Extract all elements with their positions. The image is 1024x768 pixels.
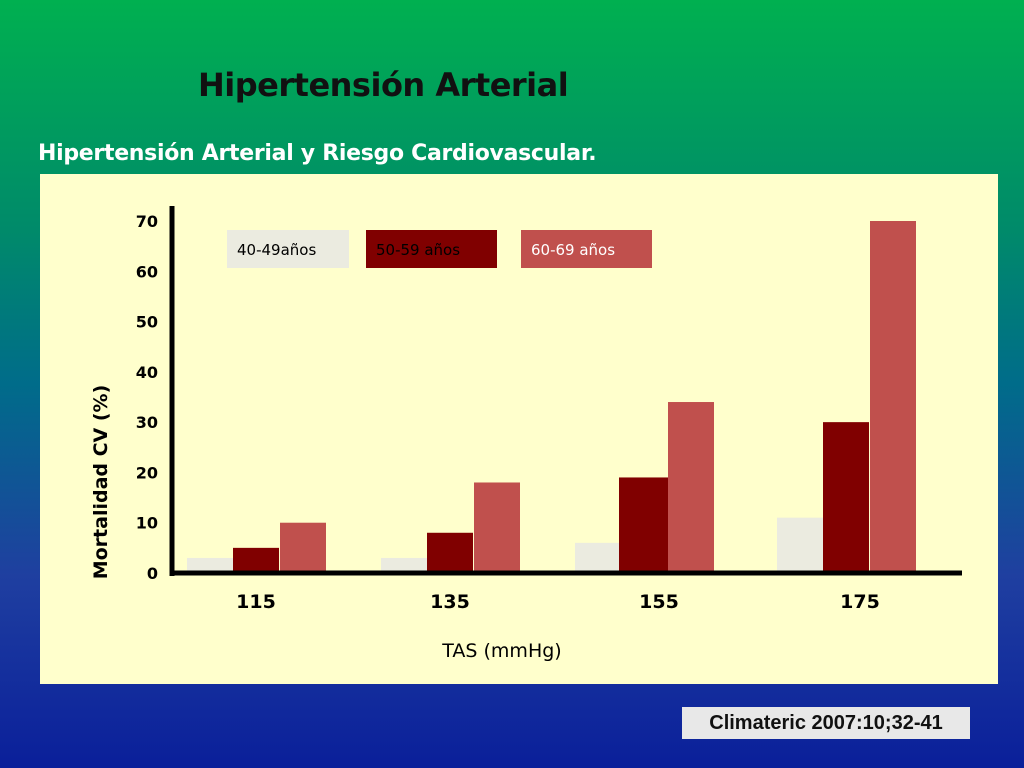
bars <box>187 221 916 573</box>
legend-label: 50-59 años <box>376 241 460 259</box>
legend-swatch <box>227 230 349 268</box>
bar <box>823 422 869 573</box>
chart-panel: 0 10 20 30 40 50 60 70 115 135 155 175 40-49años 50… <box>40 174 998 684</box>
x-tick-label: 135 <box>430 591 470 613</box>
bar <box>575 542 621 573</box>
y-tick-label: 0 <box>147 564 158 583</box>
slide-title: Hipertensión Arterial <box>198 66 569 104</box>
legend: 40-49años 50-59 años 60-69 años <box>227 230 652 268</box>
y-tick-label: 40 <box>136 363 158 382</box>
y-tick-label: 70 <box>136 212 158 231</box>
bar <box>233 547 279 573</box>
x-axis-ticks: 115 135 155 175 <box>236 591 880 613</box>
bar <box>870 221 916 573</box>
legend-label: 60-69 años <box>531 241 615 259</box>
y-axis-label: Mortalidad CV (%) <box>90 385 112 580</box>
bar <box>619 477 673 573</box>
bar <box>280 522 326 573</box>
x-tick-label: 175 <box>840 591 880 613</box>
citation-box: Climateric 2007:10;32-41 <box>682 707 970 739</box>
axes <box>169 206 962 576</box>
bar <box>427 532 473 573</box>
x-tick-label: 115 <box>236 591 276 613</box>
y-tick-label: 20 <box>136 463 158 482</box>
bar <box>668 402 714 573</box>
legend-label: 40-49años <box>237 241 316 259</box>
bar <box>777 517 823 573</box>
bar <box>187 557 233 573</box>
y-tick-label: 30 <box>136 413 158 432</box>
legend-swatch <box>366 230 497 268</box>
y-tick-label: 10 <box>136 514 158 533</box>
bar <box>474 482 520 573</box>
slide-subtitle: Hipertensión Arterial y Riesgo Cardiovas… <box>38 141 597 166</box>
bar <box>381 557 427 573</box>
x-tick-label: 155 <box>639 591 679 613</box>
legend-swatch <box>521 230 652 268</box>
y-tick-label: 50 <box>136 313 158 332</box>
y-axis-ticks: 0 10 20 30 40 50 60 70 <box>136 212 158 583</box>
x-axis-label: TAS (mmHg) <box>441 640 561 662</box>
y-tick-label: 60 <box>136 262 158 281</box>
bar-chart: 0 10 20 30 40 50 60 70 115 135 155 175 40-49años 50… <box>90 206 962 662</box>
